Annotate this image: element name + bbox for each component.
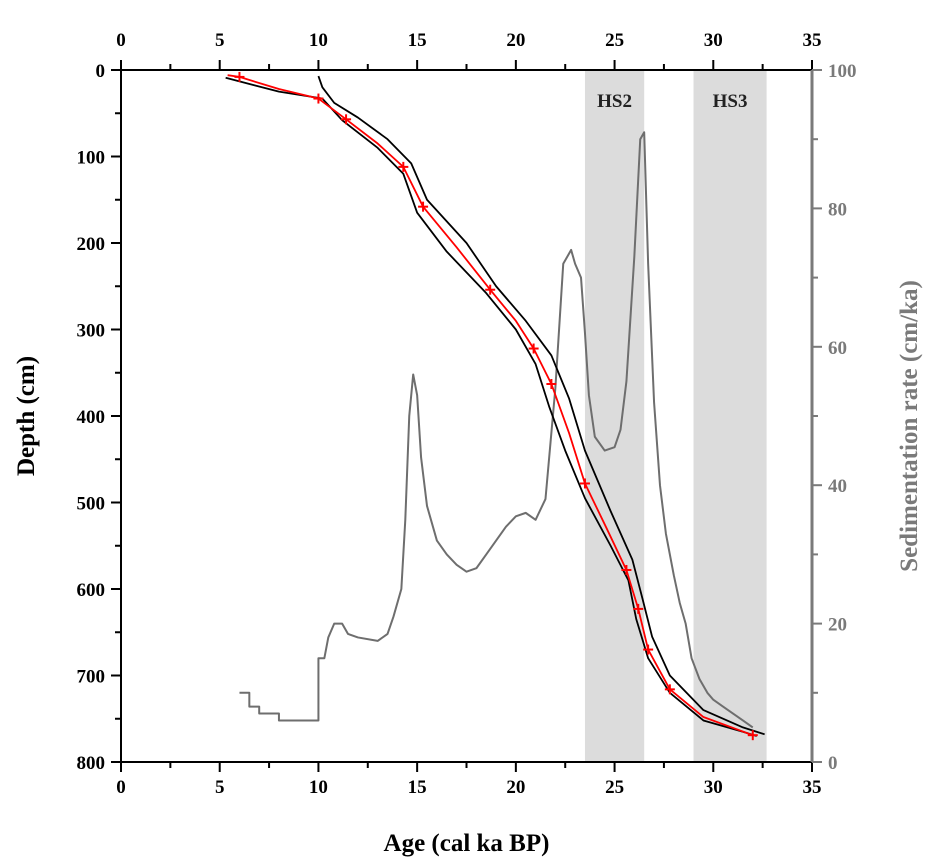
y-right-tick-label: 40	[828, 476, 847, 497]
x-tick-label-bottom: 25	[605, 777, 624, 798]
envelope-older-line	[317, 75, 765, 736]
dated-sample-marker	[418, 201, 429, 212]
dated-sample-marker	[621, 564, 632, 575]
band-hs2	[584, 70, 645, 762]
y-left-tick-label: 300	[77, 321, 106, 342]
y-left-tick-label: 600	[77, 580, 106, 601]
dated-sample-marker	[747, 730, 758, 741]
axes	[111, 60, 822, 772]
y-left-tick-label: 700	[77, 667, 106, 688]
y-left-tick-label: 800	[77, 753, 106, 774]
shaded-bands: HS2 HS3	[584, 70, 767, 762]
y-right-tick-label: 80	[828, 199, 847, 220]
dated-sample-marker	[633, 603, 644, 614]
y-right-tick-label: 100	[828, 61, 857, 82]
band-label-hs3: HS3	[713, 91, 748, 112]
y-right-tick-label: 60	[828, 338, 847, 359]
x-tick-label-bottom: 10	[309, 777, 328, 798]
x-tick-label-bottom: 0	[116, 777, 126, 798]
data-series	[225, 71, 765, 741]
band-label-hs2: HS2	[597, 91, 632, 112]
dated-sample-marker	[528, 343, 539, 354]
y-left-tick-label: 200	[77, 234, 106, 255]
x-axis-title: Age (cal ka BP)	[384, 830, 550, 857]
sedimentation-rate-line	[239, 131, 754, 729]
dated-sample-marker	[398, 161, 409, 172]
x-tick-label-bottom: 30	[704, 777, 723, 798]
band-hs3	[693, 70, 767, 762]
envelope-younger-line	[225, 76, 757, 737]
y-left-tick-label: 0	[96, 61, 106, 82]
dated-sample-marker	[485, 284, 496, 295]
dated-sample-marker	[313, 93, 324, 104]
x-tick-label-top: 15	[408, 30, 427, 51]
y-axis-right-title: Sedimentation rate (cm/ka)	[896, 280, 923, 572]
x-tick-label-bottom: 5	[215, 777, 225, 798]
x-tick-label-top: 10	[309, 30, 328, 51]
age-depth-median-line	[227, 74, 754, 737]
dated-sample-marker	[643, 644, 654, 655]
tick-labels: 0055101015152020252530303535010020030040…	[77, 30, 857, 798]
x-tick-label-top: 20	[506, 30, 525, 51]
dated-sample-marker	[664, 684, 675, 695]
x-tick-label-bottom: 20	[506, 777, 525, 798]
dated-sample-marker	[579, 478, 590, 489]
dated-sample-marker	[546, 378, 557, 389]
x-tick-label-bottom: 15	[408, 777, 427, 798]
dated-sample-marker	[341, 114, 352, 125]
y-right-tick-label: 20	[828, 615, 847, 636]
x-tick-label-top: 5	[215, 30, 225, 51]
y-left-tick-label: 100	[77, 148, 106, 169]
x-tick-label-top: 0	[116, 30, 126, 51]
y-right-tick-label: 0	[828, 753, 838, 774]
x-tick-label-top: 35	[803, 30, 822, 51]
y-left-tick-label: 500	[77, 494, 106, 515]
y-axis-left-title: Depth (cm)	[13, 356, 40, 476]
x-tick-label-bottom: 35	[803, 777, 822, 798]
x-tick-label-top: 25	[605, 30, 624, 51]
dated-sample-marker	[234, 71, 245, 82]
x-tick-label-top: 30	[704, 30, 723, 51]
y-left-tick-label: 400	[77, 407, 106, 428]
